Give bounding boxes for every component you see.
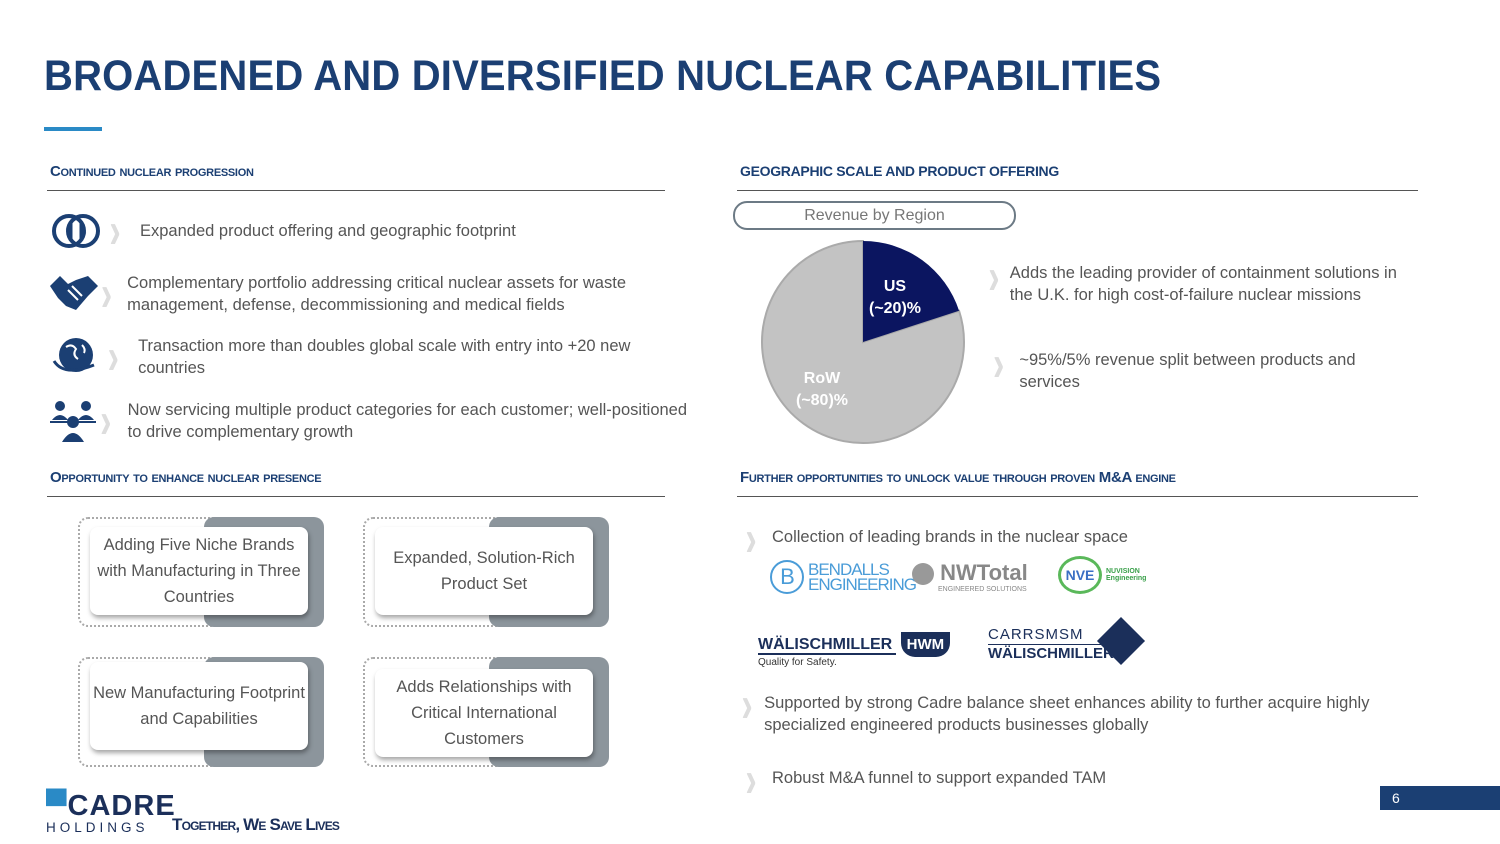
divider: [737, 190, 1418, 191]
section-heading-geographic: GEOGRAPHIC SCALE AND PRODUCT OFFERING: [740, 163, 1059, 179]
pie-label-us: US (~20)%: [869, 278, 921, 317]
nve-logo: NVE NUVISION Engineering: [1058, 556, 1150, 594]
chevron-icon: ›: [992, 335, 1005, 393]
title-accent-bar: [44, 127, 102, 131]
people-network-icon: [48, 395, 98, 447]
refresh-circles-icon: [48, 205, 104, 257]
pie-label-row: RoW (~80)%: [796, 370, 848, 409]
chevron-icon: ›: [745, 510, 757, 568]
highlight-box: Adding Five Niche Brands with Manufactur…: [78, 517, 324, 627]
handshake-icon: [48, 268, 100, 320]
chevron-icon: ›: [745, 751, 757, 809]
nwtotal-logo: NWTotal ENGINEERED SOLUTIONS: [912, 560, 1028, 593]
divider: [47, 190, 665, 191]
walischmiller-hwm-logo: WÄLISCHMILLER HWM Quality for Safety.: [758, 632, 951, 668]
bullet: › ~95%/5% revenue split between products …: [988, 339, 1408, 393]
chevron-icon: ›: [741, 676, 753, 734]
chevron-icon: ›: [100, 391, 112, 449]
highlight-box: New Manufacturing Footprint and Capabili…: [78, 657, 324, 767]
chevron-icon: ›: [109, 201, 121, 259]
pie-slice-row: [761, 239, 965, 444]
bullet: › Robust M&A funnel to support expanded T…: [740, 755, 1400, 806]
highlight-box: Adds Relationships with Critical Interna…: [363, 657, 609, 767]
revenue-by-region-label: Revenue by Region: [733, 201, 1016, 230]
cadre-holdings-logo: ▀CADRE HOLDINGS: [46, 790, 176, 836]
page-number: 6: [1380, 786, 1500, 810]
bendalls-logo: B BENDALLS ENGINEERING: [770, 560, 917, 594]
divider: [47, 496, 665, 497]
tagline: Together, We Save Lives: [172, 815, 340, 834]
bullet: › Adds the leading provider of containmen…: [988, 248, 1397, 306]
list-item: › Complementary portfolio addressing cri…: [48, 265, 688, 322]
cadre-logo-mark: ▀: [46, 790, 68, 822]
section-heading-further-opportunities: Further opportunities to unlock value th…: [740, 469, 1176, 486]
bullet: › Collection of leading brands in the nuc…: [740, 514, 1400, 565]
list-item: › Transaction more than doubles global s…: [48, 328, 688, 385]
globe-icon: [48, 331, 103, 383]
bullet: › Supported by strong Cadre balance sheet…: [741, 676, 1370, 735]
section-heading-progression: Continued nuclear progression: [50, 163, 254, 180]
carrs-msm-logo: CARRSMSM WÄLISCHMILLER: [988, 616, 1146, 666]
list-item: › Expanded product offering and geograph…: [48, 202, 688, 259]
chevron-icon: ›: [107, 327, 119, 385]
revenue-pie-chart: US (~20)% RoW (~80)%: [761, 239, 965, 444]
highlight-box: Expanded, Solution-Rich Product Set: [363, 517, 609, 627]
list-item: › Now servicing multiple product categor…: [48, 392, 688, 449]
page-title: BROADENED AND DIVERSIFIED NUCLEAR CAPABI…: [44, 52, 1162, 100]
chevron-icon: ›: [100, 264, 113, 322]
chevron-icon: ›: [988, 248, 1000, 306]
section-heading-opportunity: Opportunity to enhance nuclear presence: [50, 469, 322, 486]
divider: [737, 496, 1418, 497]
pie-slice-us: [863, 241, 960, 342]
